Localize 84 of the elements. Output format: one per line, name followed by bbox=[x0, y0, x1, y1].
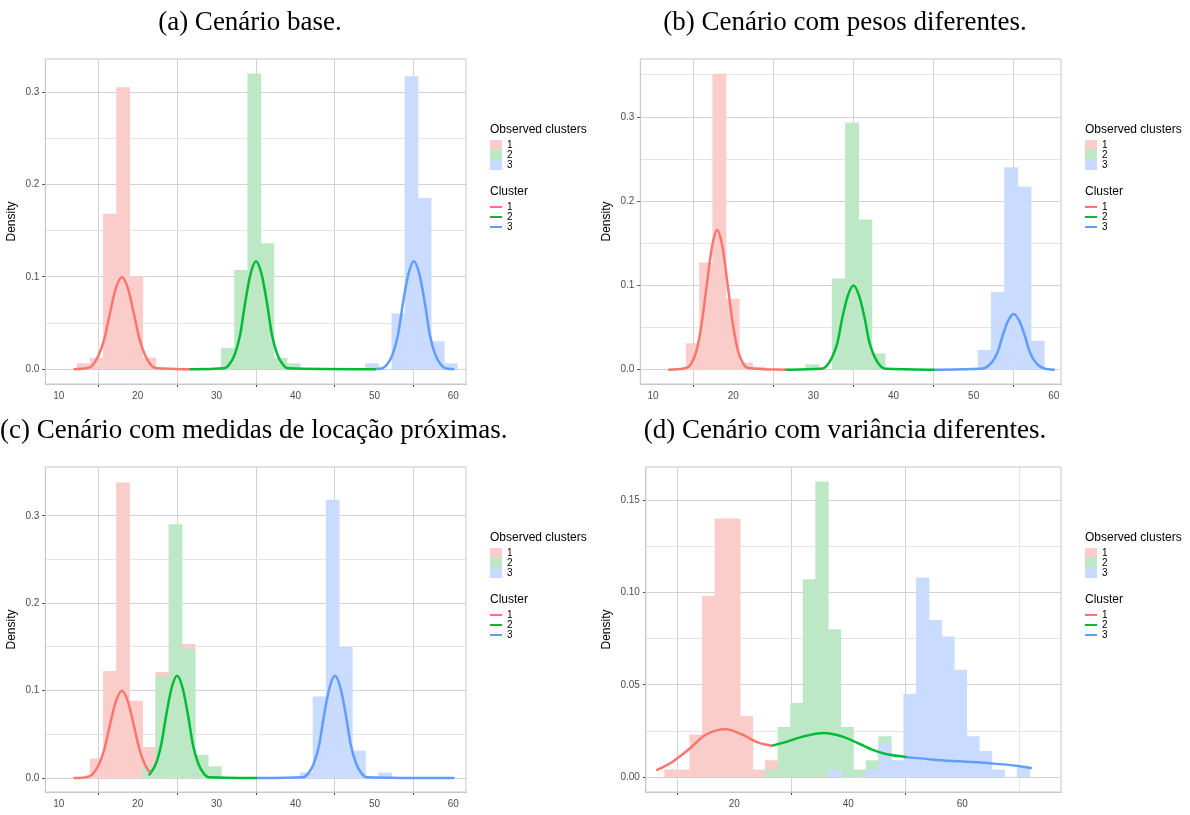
text: Cluster bbox=[490, 184, 529, 198]
legend-label: 1 bbox=[1102, 139, 1108, 150]
y-tick-label: 0.0 bbox=[25, 771, 40, 783]
legend-label: 2 bbox=[507, 619, 513, 630]
y-axis-title: Density bbox=[598, 609, 613, 650]
y-tick-label: 0.0 bbox=[25, 362, 40, 374]
x-tick-label: 10 bbox=[53, 389, 65, 401]
y-tick-label: 0.05 bbox=[620, 678, 641, 690]
legend-label: 1 bbox=[507, 609, 513, 620]
legend-label: 1 bbox=[507, 547, 513, 558]
x-tick-label: 30 bbox=[211, 797, 223, 809]
line-series bbox=[656, 727, 773, 772]
y-tick-label: 0.1 bbox=[25, 270, 40, 282]
y-tick-label: 0.15 bbox=[620, 493, 641, 505]
y-axis-title: Density bbox=[3, 609, 18, 650]
y-tick-label: 0.00 bbox=[620, 770, 641, 782]
y-tick-label: 0.1 bbox=[620, 279, 635, 291]
y-tick-label: 0.3 bbox=[25, 509, 40, 521]
chart-title: (a) Cenário base. bbox=[157, 6, 343, 37]
y-axis-title: Density bbox=[598, 201, 613, 242]
y-tick-label: 0.0 bbox=[620, 363, 635, 375]
x-tick-label: 30 bbox=[211, 389, 223, 401]
x-tick-label: 60 bbox=[447, 797, 460, 809]
legend-label: 1 bbox=[507, 139, 513, 150]
text: Cluster bbox=[490, 592, 529, 606]
x-tick-label: 60 bbox=[447, 389, 460, 401]
y-tick-label: 0.2 bbox=[620, 195, 635, 207]
line-series bbox=[667, 228, 787, 371]
x-tick-label: 50 bbox=[368, 389, 381, 401]
text: Observed clusters bbox=[490, 530, 587, 544]
x-tick-label: 20 bbox=[728, 797, 741, 809]
x-tick-label: 40 bbox=[289, 797, 302, 809]
line-series bbox=[932, 312, 1056, 371]
line-series bbox=[770, 731, 907, 759]
x-tick-label: 50 bbox=[368, 797, 381, 809]
y-tick-label: 0.3 bbox=[620, 110, 635, 122]
x-tick-label: 10 bbox=[647, 389, 660, 401]
legend-label: 2 bbox=[1102, 619, 1108, 630]
legend-label: 1 bbox=[1102, 609, 1108, 620]
text: Cluster bbox=[1085, 592, 1124, 606]
y-tick-label: 0.2 bbox=[25, 178, 40, 190]
x-tick-label: 60 bbox=[1048, 389, 1060, 401]
legend-label: 3 bbox=[1102, 629, 1108, 640]
legend-label: 2 bbox=[1102, 211, 1108, 222]
x-tick-label: 20 bbox=[132, 797, 144, 809]
legend-label: 3 bbox=[1102, 221, 1108, 232]
text: Observed clusters bbox=[490, 122, 587, 136]
legend-label: 1 bbox=[1102, 547, 1108, 558]
chart-title: (b) Cenário com pesos diferentes. bbox=[662, 6, 1028, 37]
text: Observed clusters bbox=[1085, 530, 1182, 544]
x-tick-label: 30 bbox=[807, 389, 820, 401]
legend-label: 2 bbox=[1102, 557, 1108, 568]
y-tick-label: 0.3 bbox=[25, 85, 40, 97]
legend-label: 2 bbox=[1102, 149, 1108, 160]
legend-label: 1 bbox=[1102, 201, 1108, 212]
chart-title: (d) Cenário com variância diferentes. bbox=[642, 414, 1048, 445]
x-tick-label: 10 bbox=[53, 797, 65, 809]
legend-label: 3 bbox=[507, 567, 513, 578]
line-series bbox=[73, 275, 191, 371]
legend-label: 1 bbox=[507, 201, 513, 212]
legend-label: 2 bbox=[507, 149, 513, 160]
x-tick-label: 40 bbox=[289, 389, 302, 401]
text: Cluster bbox=[1085, 184, 1124, 198]
y-axis-title: Density bbox=[3, 201, 18, 242]
x-tick-label: 40 bbox=[842, 797, 855, 809]
legend-label: 2 bbox=[507, 557, 513, 568]
y-tick-label: 0.10 bbox=[620, 586, 641, 598]
legend-label: 3 bbox=[507, 629, 513, 640]
y-tick-label: 0.2 bbox=[25, 597, 40, 609]
line-series bbox=[784, 284, 935, 371]
line-series bbox=[254, 674, 455, 780]
x-tick-label: 60 bbox=[956, 797, 969, 809]
x-tick-label: 50 bbox=[968, 389, 980, 401]
chart-title: (c) Cenário com medidas de locação próximas. bbox=[0, 414, 508, 445]
text: Observed clusters bbox=[1085, 122, 1182, 136]
x-tick-label: 20 bbox=[727, 389, 740, 401]
legend-label: 3 bbox=[1102, 159, 1108, 170]
legend-label: 3 bbox=[507, 221, 513, 232]
legend-label: 3 bbox=[507, 159, 513, 170]
legend-label: 3 bbox=[1102, 567, 1108, 578]
x-tick-label: 40 bbox=[887, 389, 900, 401]
x-tick-label: 20 bbox=[132, 389, 144, 401]
y-tick-label: 0.1 bbox=[25, 684, 40, 696]
legend-label: 2 bbox=[507, 211, 513, 222]
